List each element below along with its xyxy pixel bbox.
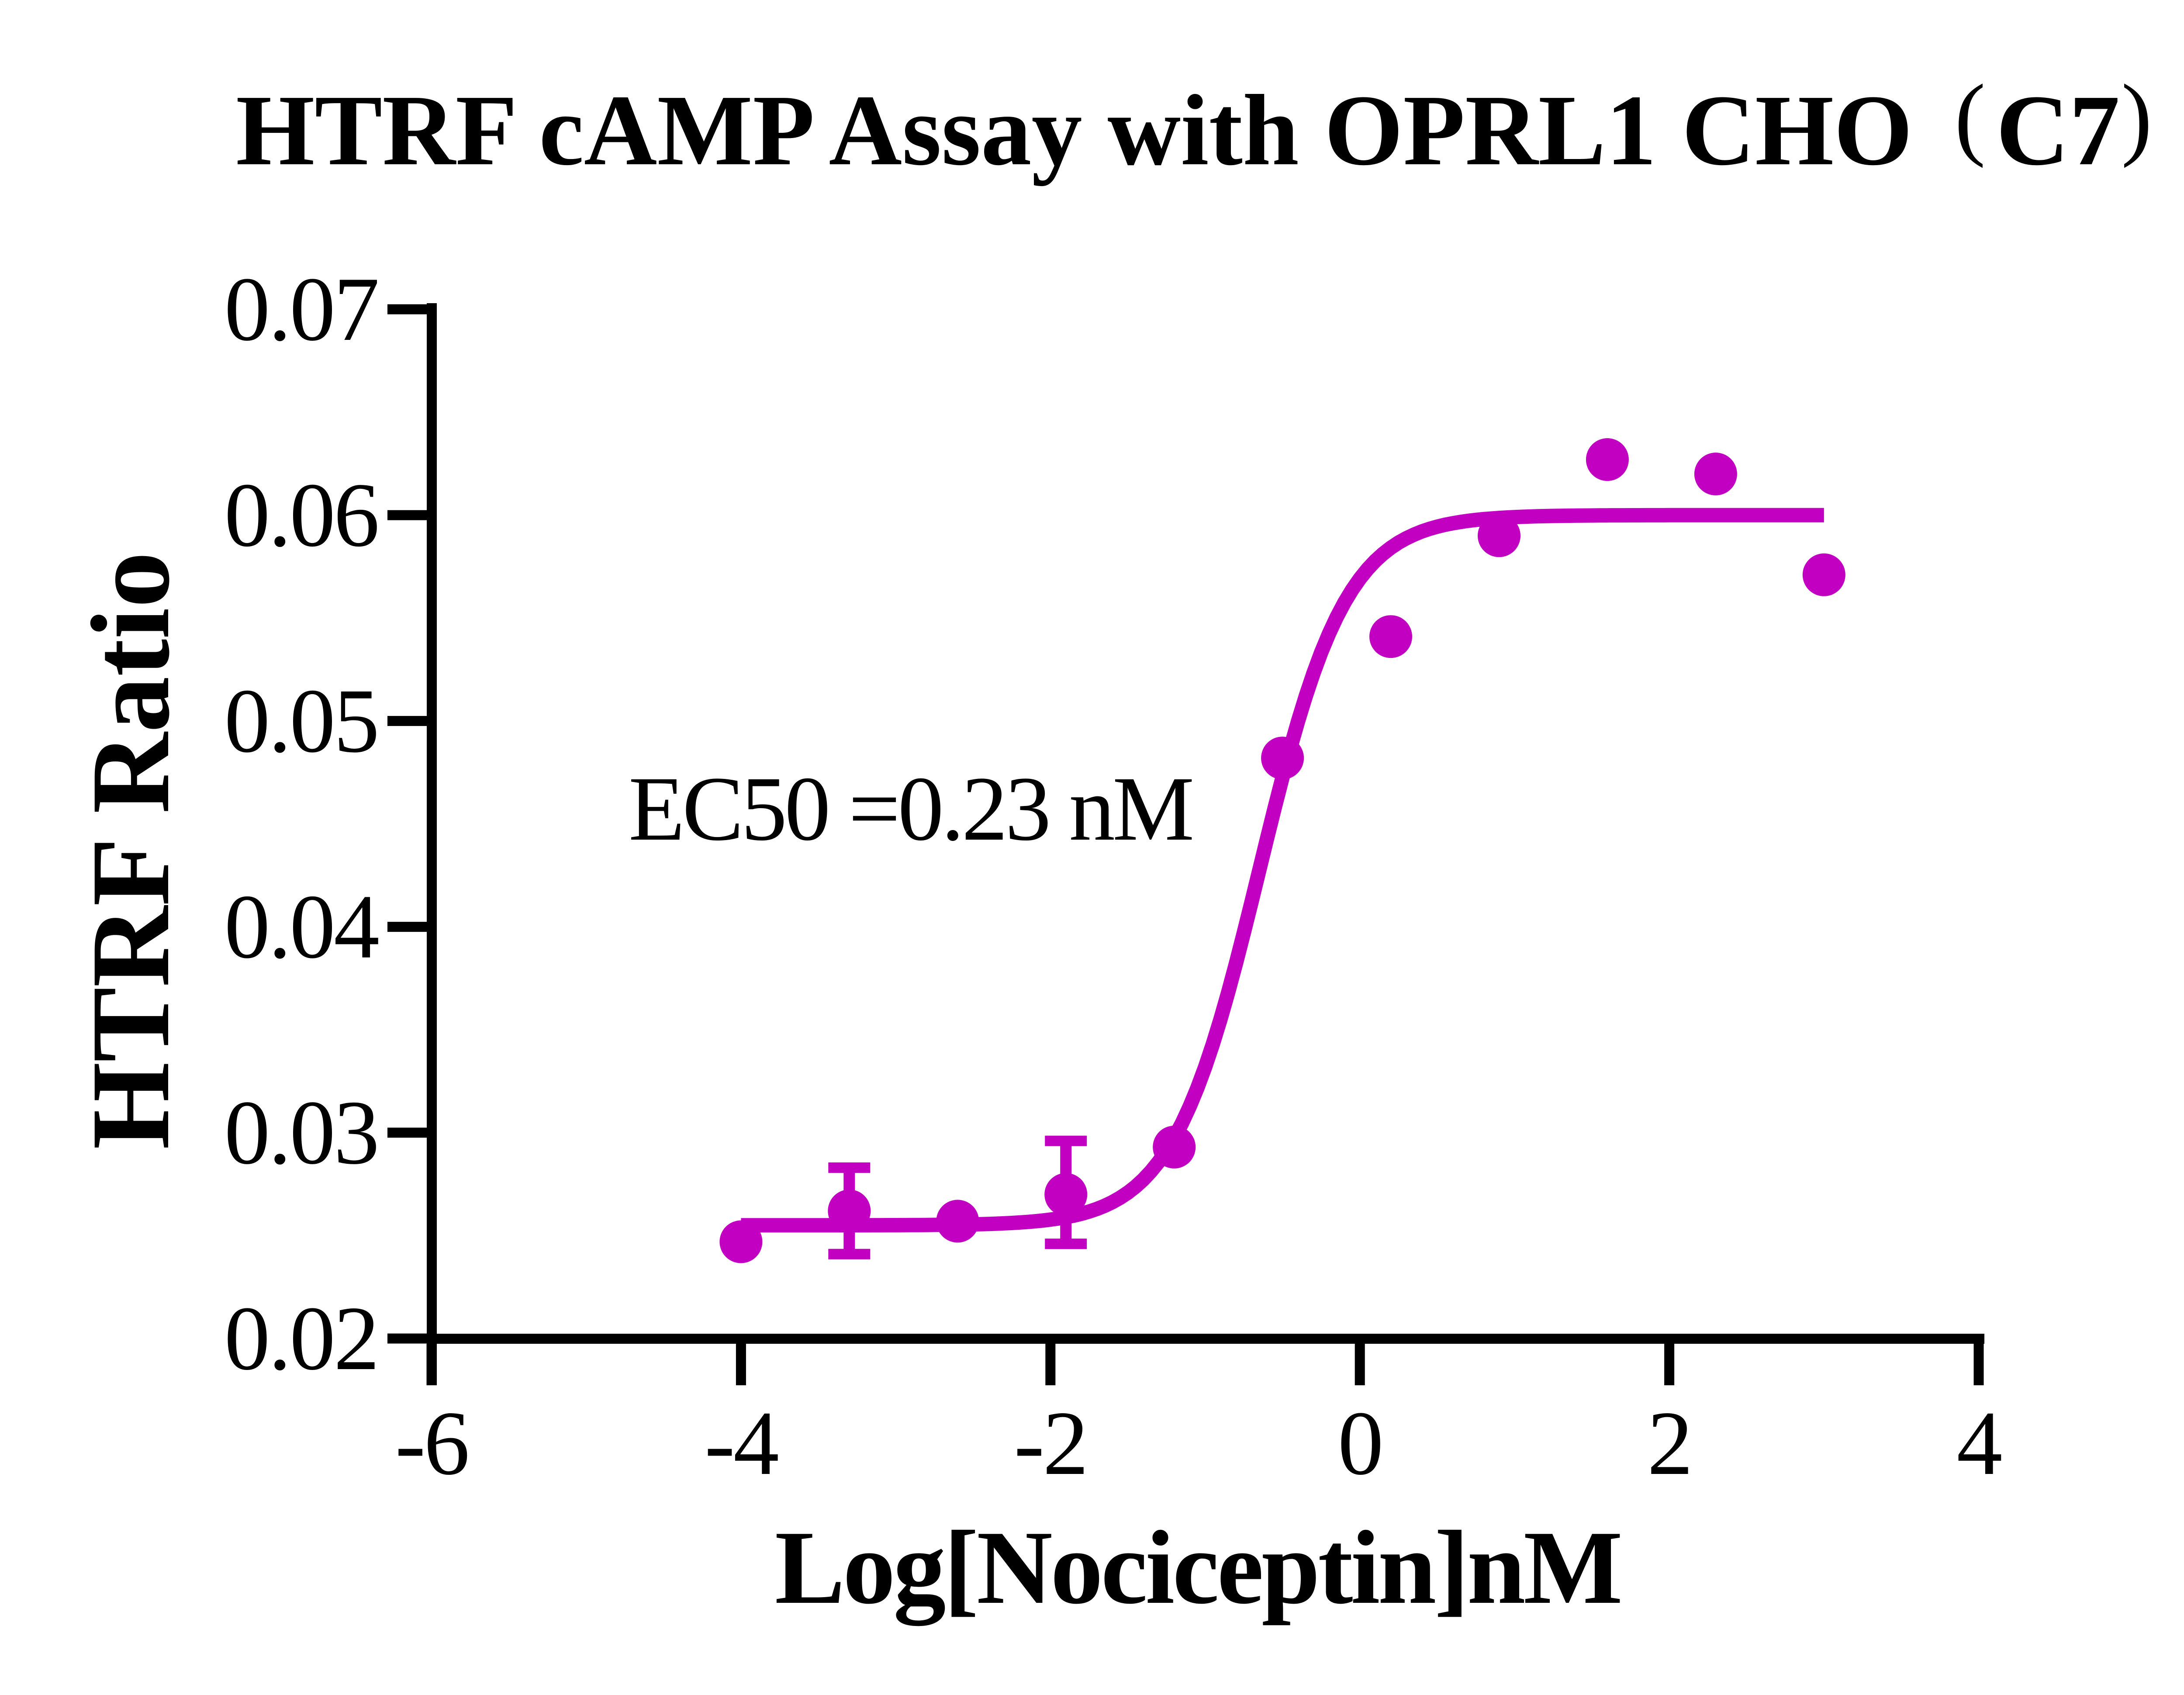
svg-text:2: 2 bbox=[1647, 1393, 1691, 1494]
svg-text:EC50 =0.23 nM: EC50 =0.23 nM bbox=[629, 758, 1192, 860]
svg-text:0.02: 0.02 bbox=[225, 1288, 378, 1389]
svg-text:-4: -4 bbox=[705, 1393, 778, 1494]
svg-text:0: 0 bbox=[1338, 1393, 1382, 1494]
svg-text:0.07: 0.07 bbox=[225, 259, 378, 360]
svg-text:0.05: 0.05 bbox=[225, 670, 378, 771]
svg-text:HTRF cAMP Assay with OPRL1 CHO: HTRF cAMP Assay with OPRL1 CHO(C7) bbox=[236, 66, 2152, 187]
svg-text:0.03: 0.03 bbox=[225, 1082, 378, 1183]
svg-text:0.06: 0.06 bbox=[225, 464, 378, 566]
svg-text:Log[Nociceptin]nM: Log[Nociceptin]nM bbox=[775, 1509, 1621, 1626]
svg-text:0.04: 0.04 bbox=[225, 876, 379, 978]
svg-text:-2: -2 bbox=[1014, 1393, 1087, 1494]
svg-text:4: 4 bbox=[1957, 1393, 2001, 1494]
svg-text:HTRF Ratio: HTRF Ratio bbox=[68, 552, 193, 1149]
svg-text:-6: -6 bbox=[395, 1393, 468, 1494]
